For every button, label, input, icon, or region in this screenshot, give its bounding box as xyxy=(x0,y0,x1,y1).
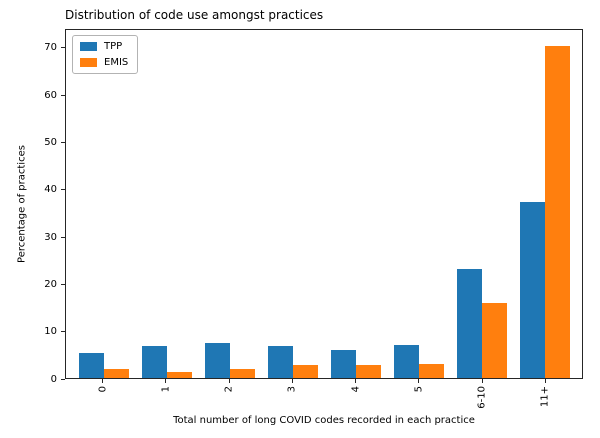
bar-tpp-4 xyxy=(330,350,356,378)
x-tick-mark xyxy=(355,379,357,383)
x-tick-label: 6-10 xyxy=(476,386,488,409)
x-tick-label: 3 xyxy=(286,386,298,393)
bar-emis-5 xyxy=(418,363,444,378)
chart-title: Distribution of code use amongst practic… xyxy=(65,8,324,22)
bar-tpp-3 xyxy=(267,346,293,378)
legend-entry-tpp: TPP xyxy=(80,41,128,52)
bar-group-3 xyxy=(261,30,324,378)
bar-emis-3 xyxy=(292,365,318,378)
bar-tpp-5 xyxy=(393,344,419,378)
x-tick-mark xyxy=(418,379,420,383)
x-tick-mark xyxy=(544,379,546,383)
bar-emis-0 xyxy=(103,369,129,378)
y-tick-label: 50 xyxy=(44,137,57,148)
legend-swatch-icon xyxy=(80,58,97,67)
legend-swatch-icon xyxy=(80,42,97,51)
x-tick-mark xyxy=(228,379,230,383)
y-tick-label: 10 xyxy=(44,326,57,338)
x-tick-label: 11+ xyxy=(539,386,551,408)
y-axis-label: Percentage of practices xyxy=(16,145,28,263)
legend-entry-emis: EMIS xyxy=(80,57,128,68)
x-axis-label: Total number of long COVID codes recorde… xyxy=(173,415,475,426)
x-tick-label: 2 xyxy=(223,386,235,393)
y-tick-mark xyxy=(61,189,65,191)
bar-group-5 xyxy=(387,30,450,378)
bar-emis-1 xyxy=(166,372,192,378)
bar-group-11plus xyxy=(513,30,576,378)
bar-tpp-6-10 xyxy=(456,268,482,378)
bar-tpp-0 xyxy=(78,353,104,378)
plot-area: TPP EMIS xyxy=(65,29,583,379)
x-tick-mark xyxy=(291,379,293,383)
bars-container xyxy=(66,30,582,378)
x-tick-label: 1 xyxy=(160,386,172,393)
legend-label: EMIS xyxy=(104,57,129,68)
y-tick-mark xyxy=(61,283,65,285)
bar-group-6-10 xyxy=(450,30,513,378)
bar-tpp-2 xyxy=(204,342,230,378)
bar-group-2 xyxy=(198,30,261,378)
x-tick-mark xyxy=(481,379,483,383)
bar-emis-11plus xyxy=(544,46,570,378)
y-tick-mark xyxy=(61,378,65,380)
y-tick-mark xyxy=(61,236,65,238)
bar-emis-6-10 xyxy=(481,303,507,378)
y-tick-label: 70 xyxy=(44,42,57,54)
y-tick-label: 20 xyxy=(44,278,57,290)
bar-tpp-11plus xyxy=(519,201,545,378)
bar-group-0 xyxy=(72,30,135,378)
bar-group-4 xyxy=(324,30,387,378)
y-tick-label: 30 xyxy=(44,231,57,243)
y-tick-mark xyxy=(61,142,65,143)
x-tick-mark xyxy=(165,379,167,383)
legend: TPP EMIS xyxy=(72,35,139,74)
bar-group-1 xyxy=(135,30,198,378)
legend-label: TPP xyxy=(104,41,123,52)
y-tick-label: 40 xyxy=(44,184,57,196)
y-tick-label: 0 xyxy=(50,373,57,385)
y-tick-label: 60 xyxy=(44,89,57,101)
y-tick-mark xyxy=(61,94,65,96)
bar-emis-4 xyxy=(355,364,381,378)
y-tick-mark xyxy=(61,331,65,333)
x-tick-label: 0 xyxy=(97,386,109,393)
y-tick-mark xyxy=(61,47,65,49)
bar-emis-2 xyxy=(229,369,255,378)
bar-tpp-1 xyxy=(141,345,167,378)
x-tick-mark xyxy=(102,379,104,383)
x-tick-label: 5 xyxy=(413,386,425,393)
x-tick-label: 4 xyxy=(350,386,362,393)
